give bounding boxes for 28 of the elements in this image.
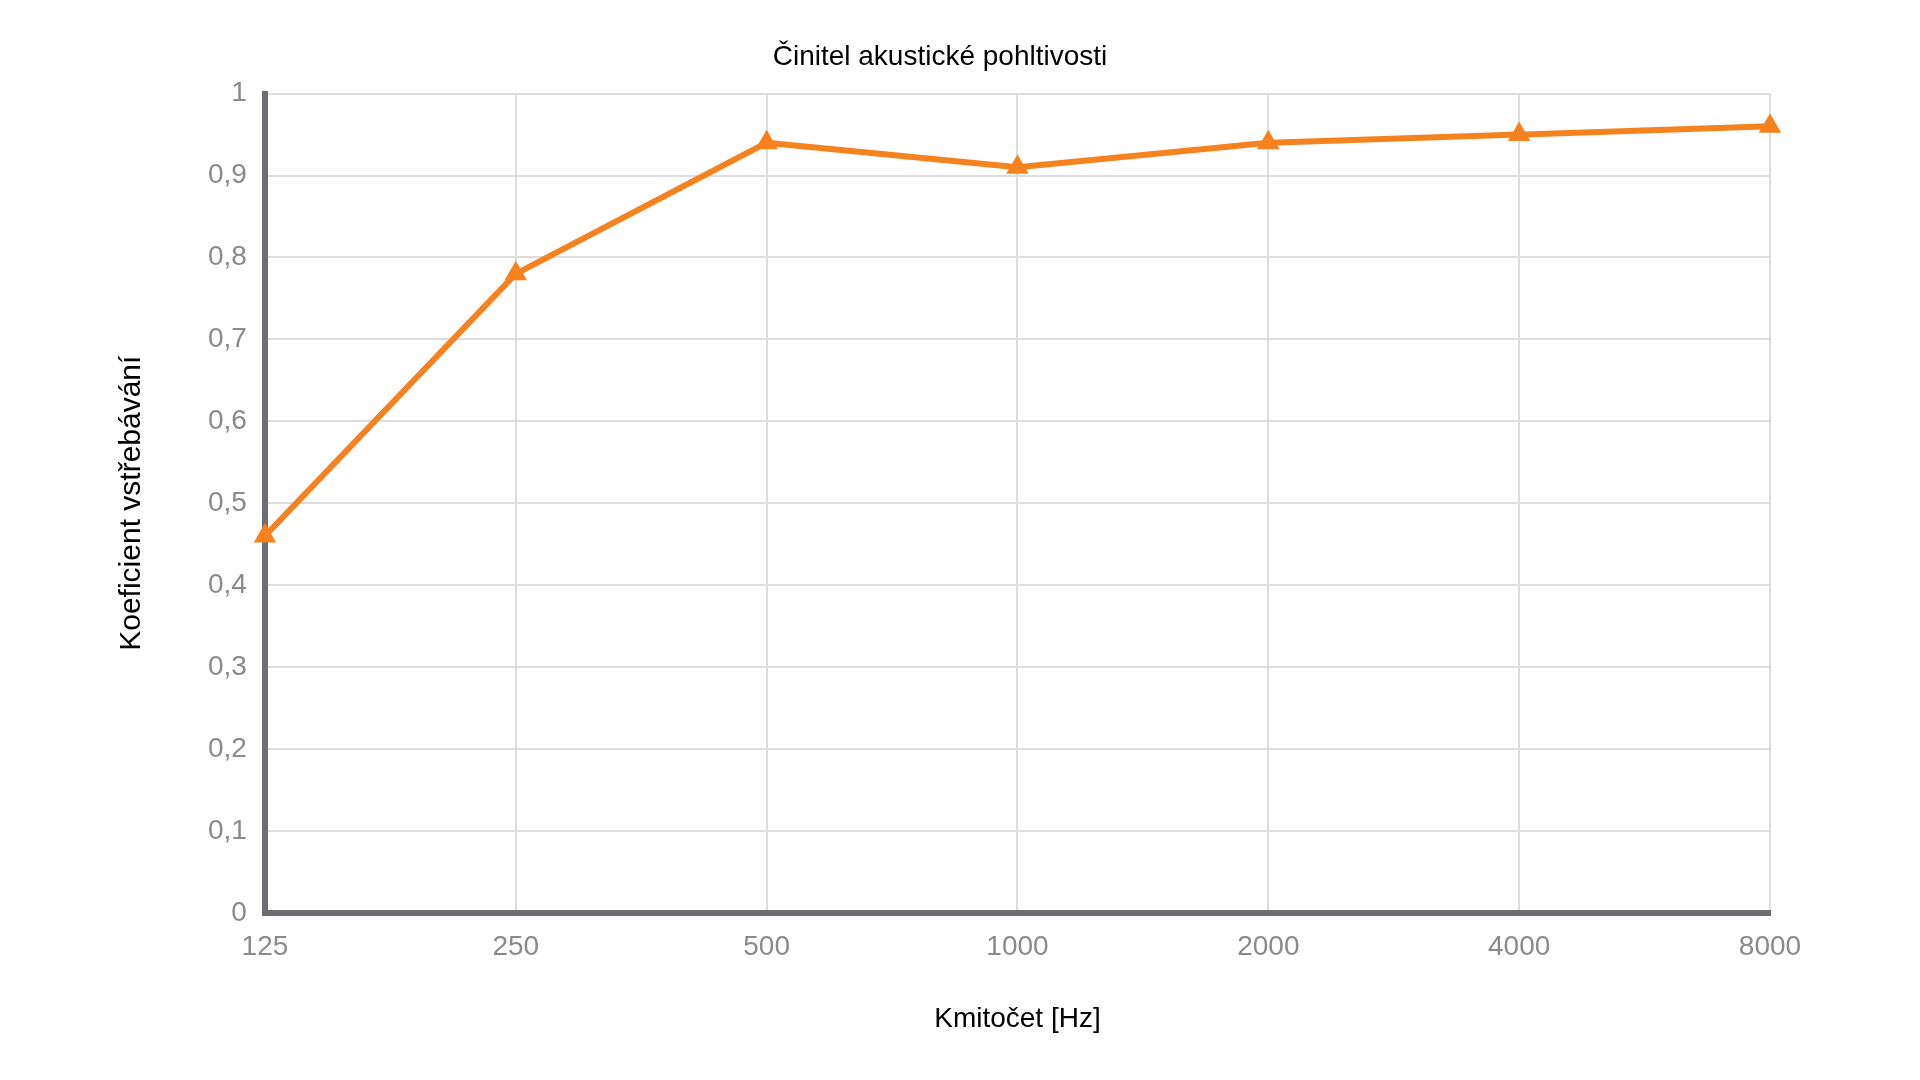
y-tick-label: 0,7 xyxy=(207,322,247,354)
y-tick-label: 0,9 xyxy=(207,158,247,190)
x-tick-label: 1000 xyxy=(986,930,1049,962)
x-tick-label: 8000 xyxy=(1738,930,1802,962)
y-tick-label: 0,3 xyxy=(207,649,247,681)
y-tick-label: 0,2 xyxy=(207,731,247,763)
x-tick-label: 4000 xyxy=(1488,930,1551,962)
point xyxy=(1507,121,1531,142)
point xyxy=(1006,154,1029,174)
y-tick-label: 1 xyxy=(231,76,247,108)
y-tick-label: 0 xyxy=(231,895,247,927)
point xyxy=(755,129,778,150)
point xyxy=(253,522,277,543)
y-tick-label: 0,6 xyxy=(207,404,247,435)
y-axis-title: Koeficient vstřebávání xyxy=(113,354,147,651)
y-tick-label: 0,5 xyxy=(207,485,247,517)
x-tick-label: 2000 xyxy=(1237,930,1300,962)
point xyxy=(504,260,528,281)
point xyxy=(1758,113,1782,133)
x-tick-label: 500 xyxy=(743,930,790,962)
x-tick-label: 250 xyxy=(492,930,540,962)
x-tick-label: 125 xyxy=(241,930,289,962)
y-tick-label: 0,4 xyxy=(207,567,247,599)
point xyxy=(1257,129,1280,150)
y-tick-label: 0,8 xyxy=(207,240,247,272)
chart-title: Činitel akustické pohltivosti xyxy=(772,39,1108,71)
x-axis-title: Kmitočet [Hz] xyxy=(934,1001,1101,1033)
y-tick-label: 0,1 xyxy=(207,813,247,845)
